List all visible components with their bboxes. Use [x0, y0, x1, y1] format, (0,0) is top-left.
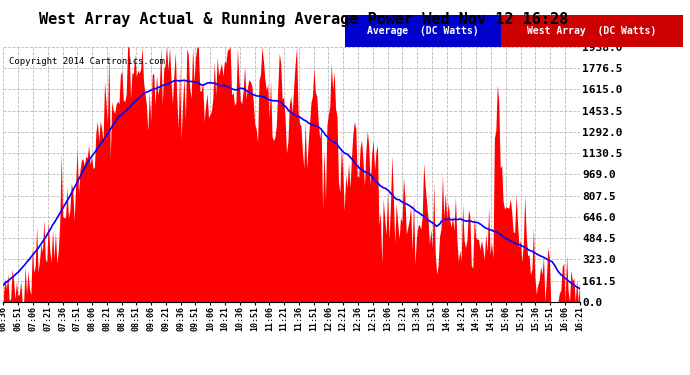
- Text: West Array  (DC Watts): West Array (DC Watts): [527, 26, 656, 36]
- Text: Average  (DC Watts): Average (DC Watts): [367, 26, 479, 36]
- Text: West Array Actual & Running Average Power Wed Nov 12 16:28: West Array Actual & Running Average Powe…: [39, 11, 569, 27]
- Text: Copyright 2014 Cartronics.com: Copyright 2014 Cartronics.com: [9, 57, 165, 66]
- Bar: [500, 15, 683, 47]
- Bar: [345, 15, 500, 47]
